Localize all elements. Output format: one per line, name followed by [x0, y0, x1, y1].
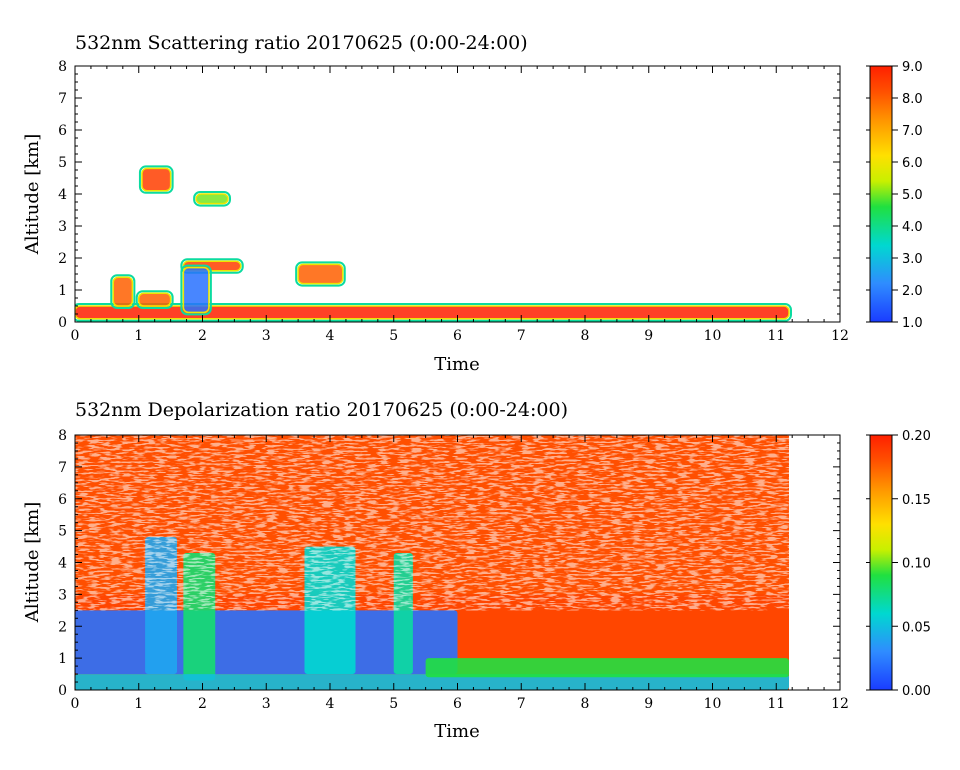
x-tick-label: 5 [389, 696, 398, 712]
y-tick-label: 0 [58, 683, 67, 699]
y-tick-label: 3 [58, 219, 67, 235]
x-tick-label: 6 [453, 696, 462, 712]
x-tick-label: 7 [517, 696, 526, 712]
y-tick-label: 5 [58, 524, 67, 540]
colorbar-tick-label: 9.0 [902, 60, 923, 75]
feature-0-ring [75, 303, 792, 322]
feature-2-ring [135, 290, 174, 310]
y-tick-label: 3 [58, 587, 67, 603]
y-tick-label: 1 [58, 283, 67, 299]
feature-3 [141, 167, 172, 192]
depolarization-ratio-panel: 532nm Depolarization ratio 20170625 (0:0… [22, 399, 931, 742]
x-tick-label: 9 [644, 328, 653, 344]
x-tick-label: 11 [767, 328, 785, 344]
x-tick-label: 12 [831, 696, 849, 712]
feature-5-ring [295, 261, 346, 287]
x-tick-label: 8 [581, 696, 590, 712]
colorbar-tick-label: 5.0 [902, 188, 923, 203]
x-tick-label: 0 [71, 696, 80, 712]
y-tick-label: 8 [58, 428, 67, 444]
x-tick-label: 9 [644, 696, 653, 712]
scattering-ratio-panel: 532nm Scattering ratio 20170625 (0:00-24… [22, 32, 923, 375]
depolarization-title: 532nm Depolarization ratio 20170625 (0:0… [75, 399, 568, 421]
scattering-plot-area [75, 165, 792, 322]
x-tick-label: 10 [704, 696, 722, 712]
colorbar-tick-label: 0.20 [902, 429, 931, 444]
depolarization-colorbar-ticks: 0.00 0.05 0.10 0.15 0.20 [866, 429, 931, 699]
x-tick-label: 2 [198, 696, 207, 712]
x-tick-label: 1 [134, 328, 143, 344]
depolarization-plot-area [75, 435, 789, 690]
feature-7-ring [180, 264, 212, 316]
x-tick-label: 10 [704, 328, 722, 344]
x-tick-label: 11 [767, 696, 785, 712]
y-tick-label: 4 [58, 187, 67, 203]
feature-4-ring [180, 258, 244, 274]
feature-7 [182, 266, 210, 314]
x-tick-label: 3 [262, 696, 271, 712]
y-tick-label: 6 [58, 492, 67, 508]
colorbar-tick-label: 4.0 [902, 220, 923, 235]
y-tick-label: 6 [58, 123, 67, 139]
feature-7 [425, 658, 789, 678]
x-tick-label: 0 [71, 328, 80, 344]
y-tick-label: 7 [58, 91, 67, 107]
x-tick-label: 7 [517, 328, 526, 344]
y-tick-label: 2 [58, 619, 67, 635]
x-tick-label: 2 [198, 328, 207, 344]
colorbar-tick-label: 1.0 [902, 316, 923, 331]
colorbar-tick-label: 2.0 [902, 284, 923, 299]
y-tick-label: 7 [58, 460, 67, 476]
x-tick-label: 1 [134, 696, 143, 712]
y-tick-label: 5 [58, 155, 67, 171]
depolarization-ylabel: Altitude [km] [22, 502, 43, 624]
colorbar-tick-label: 0.15 [902, 493, 931, 508]
y-tick-label: 2 [58, 251, 67, 267]
x-tick-label: 6 [453, 328, 462, 344]
scattering-ylabel: Altitude [km] [22, 134, 43, 256]
x-tick-label: 12 [831, 328, 849, 344]
y-tick-label: 1 [58, 651, 67, 667]
y-tick-label: 4 [58, 556, 67, 572]
feature-0 [75, 305, 790, 320]
colorbar-tick-label: 0.10 [902, 557, 931, 572]
scattering-colorbar [869, 65, 893, 323]
x-tick-label: 4 [326, 696, 335, 712]
feature-5 [297, 263, 344, 285]
colorbar-tick-label: 7.0 [902, 124, 923, 139]
depolarization-xlabel: Time [434, 721, 479, 742]
feature-6 [75, 674, 789, 690]
colorbar-tick-label: 3.0 [902, 252, 923, 267]
y-tick-label: 8 [58, 59, 67, 75]
colorbar-tick-label: 8.0 [902, 92, 923, 107]
feature-3-ring [138, 165, 174, 194]
scattering-colorbar-ticks: 1.0 2.0 3.0 4.0 5.0 6.0 7.0 8.0 9.0 [866, 60, 923, 331]
depolarization-colorbar [869, 434, 893, 691]
x-tick-label: 5 [389, 328, 398, 344]
feature-6-ring [193, 191, 231, 207]
feature-2 [138, 292, 172, 307]
colorbar-tick-label: 6.0 [902, 156, 923, 171]
colorbar-tick-label: 0.05 [902, 620, 931, 635]
x-tick-label: 3 [262, 328, 271, 344]
colorbar-tick-label: 0.00 [902, 684, 931, 699]
scattering-xlabel: Time [434, 354, 479, 375]
x-tick-label: 4 [326, 328, 335, 344]
feature-1-ring [110, 274, 136, 310]
scattering-title: 532nm Scattering ratio 20170625 (0:00-24… [75, 32, 528, 54]
y-tick-label: 0 [58, 315, 67, 331]
depol-noise-texture [75, 435, 789, 611]
feature-1 [112, 276, 134, 307]
x-tick-label: 8 [581, 328, 590, 344]
feature-6 [195, 193, 229, 205]
